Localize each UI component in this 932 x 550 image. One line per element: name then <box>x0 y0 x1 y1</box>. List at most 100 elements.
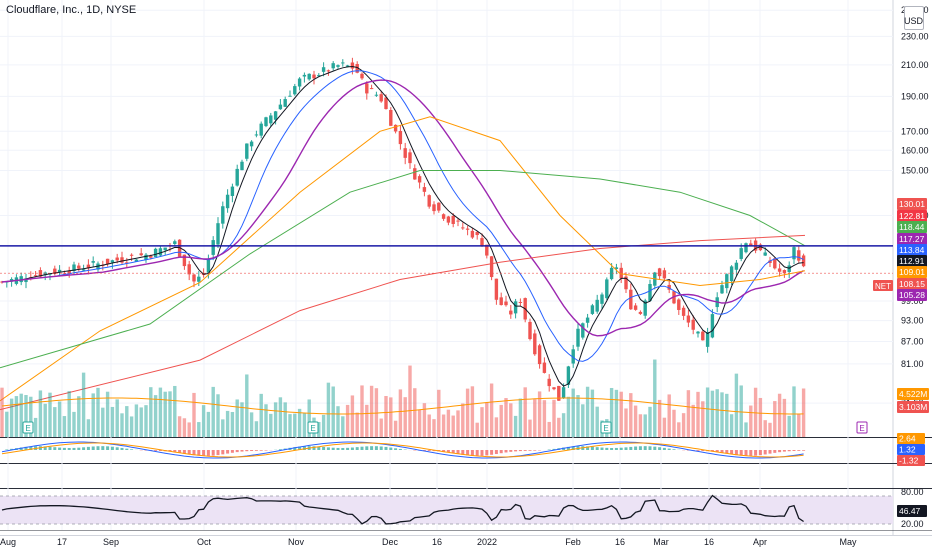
macd-bar <box>802 450 806 451</box>
candle <box>581 322 585 340</box>
macd-bar <box>754 450 758 456</box>
macd-bar <box>178 450 182 453</box>
currency-box[interactable] <box>904 6 924 30</box>
candle <box>249 140 254 152</box>
macd-bar <box>619 447 623 450</box>
macd-bar <box>734 450 738 456</box>
volume-bar <box>43 403 47 437</box>
volume-bar <box>163 391 167 437</box>
rsi-line <box>1 494 804 525</box>
candle <box>729 265 734 285</box>
macd-bar <box>398 448 402 450</box>
candle-body <box>413 168 417 180</box>
candle-body <box>422 187 427 192</box>
volume-bar <box>729 414 734 437</box>
candle-body <box>456 220 460 222</box>
macd-bar <box>293 447 297 450</box>
volume-bar <box>552 399 556 437</box>
price-label-box <box>897 221 927 233</box>
macd-bar <box>610 447 614 450</box>
candle-body <box>278 104 283 110</box>
volume-bar <box>168 391 172 437</box>
volume-bar <box>432 419 436 437</box>
candle-body <box>585 317 590 323</box>
macd-bar <box>77 447 81 450</box>
earnings-marker-label: E <box>25 424 30 433</box>
earnings-marker-label: E <box>859 424 864 433</box>
macd-bar <box>154 450 158 451</box>
macd-bar <box>422 450 426 451</box>
volume-bar <box>96 387 100 437</box>
candle <box>269 112 273 127</box>
volume-bar <box>542 400 547 437</box>
volume-bars <box>0 359 806 437</box>
macd-bar <box>350 447 354 450</box>
candle <box>744 242 748 254</box>
time-tick-label: Nov <box>288 537 305 547</box>
price-tick-label: 210.00 <box>901 60 929 70</box>
macd-bar <box>749 450 753 456</box>
candle <box>417 174 422 189</box>
candle-body <box>91 261 95 263</box>
candle <box>705 327 710 353</box>
candle-body <box>691 319 695 330</box>
candle <box>158 245 163 257</box>
candle <box>696 331 700 338</box>
earnings-marker <box>22 421 34 434</box>
candle <box>216 217 220 249</box>
macd-bar <box>499 450 503 454</box>
volume-bar <box>758 397 763 437</box>
volume-bar <box>465 388 470 437</box>
candle-body <box>365 83 369 94</box>
volume-bar <box>734 373 739 437</box>
volume-bar <box>33 417 38 437</box>
candle <box>585 313 590 328</box>
macd-bar <box>638 446 642 450</box>
macd-bar <box>504 450 508 453</box>
candle <box>571 344 575 368</box>
candle-body <box>696 331 700 334</box>
time-tick-label: 17 <box>57 537 67 547</box>
macd-bar <box>725 450 729 454</box>
candle-body <box>408 152 412 164</box>
volume-ma-line <box>1 397 804 415</box>
volume-bar <box>739 385 743 437</box>
time-tick-label: 16 <box>432 537 442 547</box>
candle <box>533 329 537 356</box>
candle-body <box>705 332 710 347</box>
price-label: 112.91 <box>897 255 927 267</box>
candle <box>446 215 451 226</box>
volume-bar <box>341 416 345 437</box>
candle-body <box>509 310 513 315</box>
price-label: 118.44 <box>897 221 927 233</box>
macd-bar <box>634 446 638 450</box>
candle <box>801 253 806 268</box>
volume-bar <box>705 387 710 437</box>
candle-body <box>293 86 297 95</box>
volume-bar <box>408 365 412 437</box>
ma-200-line <box>0 234 806 411</box>
candle <box>499 292 503 306</box>
volume-bar <box>619 391 623 437</box>
candle <box>547 374 551 392</box>
candle-body <box>398 130 403 145</box>
candle-body <box>643 300 647 316</box>
volume-bar <box>269 413 273 437</box>
price-label-text: 118.44 <box>899 222 925 232</box>
price-tick-label: 93.00 <box>901 316 924 326</box>
macd-bar <box>658 447 662 450</box>
candle-body <box>763 252 767 256</box>
candle-body <box>629 289 633 310</box>
volume-bar <box>62 416 67 437</box>
candle <box>72 261 76 275</box>
candle-body <box>389 109 393 126</box>
candle <box>518 298 523 307</box>
candle <box>451 213 455 228</box>
macd-bar <box>696 450 700 451</box>
volume-bar <box>441 414 446 437</box>
volume-bar <box>657 399 662 437</box>
candle <box>81 264 86 272</box>
volume-bar <box>523 387 527 437</box>
macd-bar <box>202 450 206 456</box>
